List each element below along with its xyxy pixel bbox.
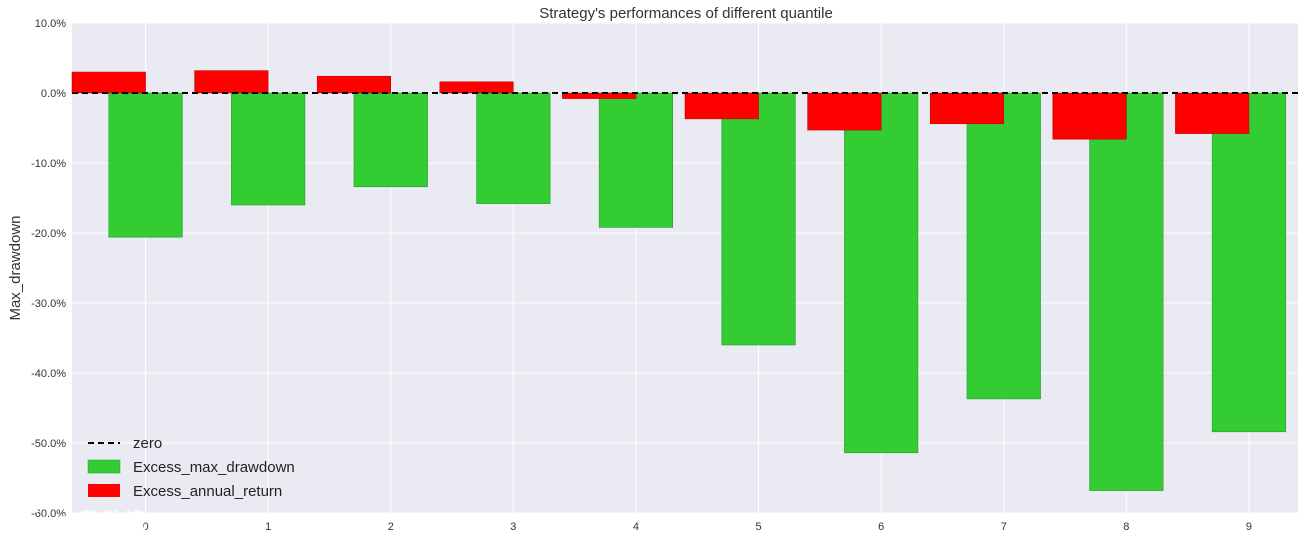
bar-excess-annual-return bbox=[439, 81, 514, 94]
bar-excess-annual-return bbox=[316, 75, 392, 94]
bar-excess-max-drawdown bbox=[108, 92, 183, 238]
y-tick-label: 0.0% bbox=[41, 88, 66, 100]
x-tick-label: 8 bbox=[1123, 521, 1129, 533]
bar-excess-max-drawdown bbox=[598, 92, 674, 228]
y-tick-label: -20.0% bbox=[31, 228, 66, 240]
legend-return-label: Excess_annual_return bbox=[133, 483, 282, 500]
y-tick-label: 10.0% bbox=[35, 18, 66, 30]
y-tick-label: -50.0% bbox=[31, 438, 66, 450]
y-tick-label: -30.0% bbox=[31, 298, 66, 310]
bar-excess-annual-return bbox=[562, 92, 637, 99]
bar-excess-annual-return bbox=[807, 92, 882, 131]
bar-excess-max-drawdown bbox=[1211, 92, 1287, 433]
bar-excess-annual-return bbox=[1052, 92, 1127, 140]
y-tick-label: -40.0% bbox=[31, 368, 66, 380]
bar-excess-annual-return bbox=[194, 70, 269, 94]
legend: zero Excess_max_drawdown Excess_annual_r… bbox=[87, 435, 295, 500]
legend-zero-label: zero bbox=[133, 435, 162, 452]
bar-excess-annual-return bbox=[684, 92, 759, 120]
y-axis-label: Max_drawdown bbox=[7, 215, 24, 320]
bar-excess-max-drawdown bbox=[1089, 92, 1164, 491]
bar-excess-max-drawdown bbox=[231, 92, 306, 206]
bar-excess-max-drawdown bbox=[353, 92, 428, 188]
bars bbox=[71, 70, 1287, 491]
watermark: 大数跨境 bbox=[12, 508, 146, 535]
y-tick-label: -10.0% bbox=[31, 158, 66, 170]
bar-excess-max-drawdown bbox=[966, 92, 1041, 400]
x-tick-label: 0 bbox=[142, 521, 148, 533]
watermark-text: 大数跨境 bbox=[58, 509, 146, 535]
x-tick-label: 4 bbox=[633, 521, 639, 533]
y-tick-label: -60.0% bbox=[31, 508, 66, 520]
x-tick-label: 5 bbox=[755, 521, 761, 533]
x-tick-label: 2 bbox=[388, 521, 394, 533]
bar-excess-max-drawdown bbox=[844, 92, 919, 454]
legend-drawdown-label: Excess_max_drawdown bbox=[133, 459, 295, 476]
bar-excess-max-drawdown bbox=[476, 92, 551, 204]
x-tick-labels: 0 1 2 3 4 5 6 7 8 9 bbox=[142, 521, 1252, 533]
x-tick-label: 7 bbox=[1001, 521, 1007, 533]
legend-return-swatch bbox=[88, 484, 120, 497]
brand-logo-icon bbox=[12, 508, 47, 530]
x-tick-label: 1 bbox=[265, 521, 271, 533]
y-tick-labels: 10.0% 0.0% -10.0% -20.0% -30.0% -40.0% -50.0% -… bbox=[31, 18, 66, 520]
x-tick-label: 6 bbox=[878, 521, 884, 533]
x-tick-label: 3 bbox=[510, 521, 516, 533]
chart-title: Strategy's performances of different qua… bbox=[539, 5, 833, 22]
bar-excess-annual-return bbox=[1175, 92, 1250, 134]
x-tick-label: 9 bbox=[1246, 521, 1252, 533]
bar-excess-annual-return bbox=[929, 92, 1005, 125]
bar-excess-annual-return bbox=[71, 71, 146, 94]
legend-drawdown-swatch bbox=[87, 459, 121, 474]
bar-excess-max-drawdown bbox=[721, 92, 796, 346]
